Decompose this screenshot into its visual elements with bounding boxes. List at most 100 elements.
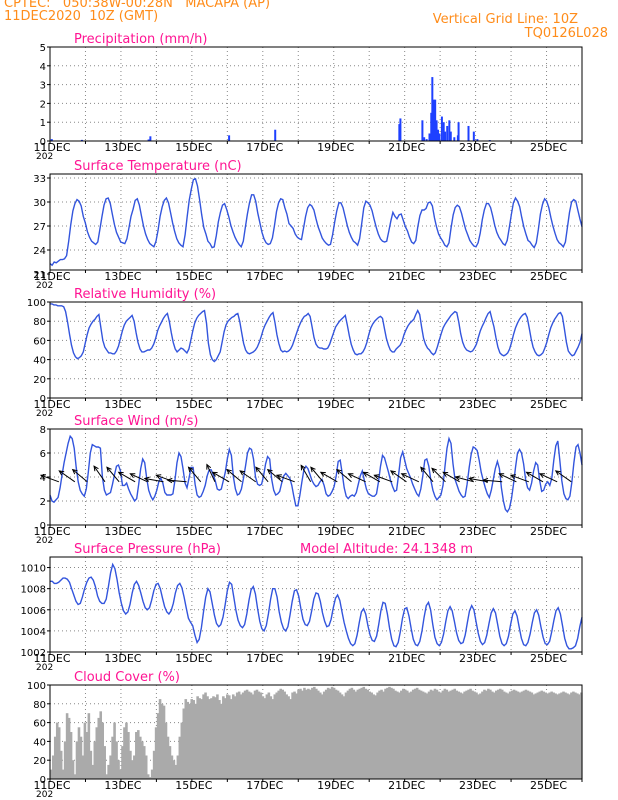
precip-xtick-label: 15DEC [175,141,212,154]
wind-xtick-label: 15DEC [175,525,212,538]
precip-xtick-label: 13DEC [104,141,141,154]
precip-bar [442,122,445,141]
cloud-column [91,764,95,779]
cloud-column [287,696,290,779]
cloud-column [267,692,271,779]
precip-title: Precipitation (mm/h) [74,32,207,47]
cloud-column [520,691,524,779]
precip-year-label: 202 [36,152,53,162]
pressure-xtick-label: 21DEC [388,652,425,665]
cloud-column [423,692,427,779]
precip-bar [428,133,431,141]
cloud-column [222,696,225,779]
cloud-column [166,736,170,779]
cloud-column [496,689,500,779]
cloud-column [237,691,241,779]
wind-arrow-head [389,470,396,476]
pressure-title: Surface Pressure (hPa) [74,542,221,557]
wind-xtick-label: 13DEC [104,525,141,538]
pressure-series-line [50,562,583,650]
cloud-column [140,741,144,779]
cloud-column [352,689,356,779]
cloud-column [239,694,243,779]
cloud-column [358,688,362,779]
cloud-column [532,694,536,779]
wind-arrow [336,469,352,483]
cloud-column [439,692,443,779]
humidity-ytick-label: 100 [27,298,46,309]
precip-xtick-label: 17DEC [246,141,283,154]
wind-arrow-head [206,463,212,470]
cloud-column [506,693,510,779]
cloud-column [297,689,300,779]
cloud-column [83,722,87,779]
humidity-ytick-label: 20 [33,375,46,386]
precip-bar [449,131,452,141]
cloud-column [538,691,542,779]
cloud-column [514,690,518,779]
pressure-ytick-label: 1008 [21,585,46,596]
cloud-column [394,690,397,779]
wind-arrow [431,468,446,483]
wind-arrow-head [39,474,47,480]
cloud-column [494,690,498,779]
cloud-column [87,713,91,779]
cloud-column [510,690,514,779]
temperature-xtick-label: 11DEC [33,270,70,283]
wind-arrow-head [266,468,273,475]
cloud-column [285,694,288,779]
cloud-column [402,688,405,779]
wind-arrow [144,478,164,483]
humidity-year-label: 202 [36,409,53,419]
cloud-column [313,686,316,779]
cloud-column [316,690,320,779]
cloud-column [281,689,284,779]
pressure-xtick-label: 25DEC [530,652,567,665]
cloud-column [224,698,227,779]
wind-arrow-head [71,468,78,475]
temperature-ytick-label: 30 [33,198,46,209]
cloud-column [370,692,373,779]
cloud-column [330,686,334,779]
cloud-column [99,711,103,779]
cloud-column [324,689,328,779]
cloud-xtick-label: 21DEC [388,779,425,792]
cloud-column [73,774,77,779]
wind-arrow [348,473,366,483]
wind-arrow [498,473,517,483]
wind-arrow-head [442,471,449,477]
wind-arrow [539,473,558,483]
cloud-column [176,755,180,779]
cloud-column [407,692,411,779]
cloud-column [152,750,156,779]
wind-arrow [106,466,120,483]
pressure-xtick-label: 11DEC [33,652,70,665]
precip-ytick-label: 0 [40,137,46,148]
cloud-column [388,686,391,779]
precip-panel: 0 1 2 3 4 5 11DEC 13DEC 15DEC 17DEC 19DEC 21DEC 23DE… [33,32,583,162]
cloud-column [342,696,346,779]
cloud-column [121,746,124,779]
precip-bar [421,120,424,141]
cloud-column [447,691,451,779]
cloud-column [241,692,245,779]
cloud-column [328,688,332,779]
humidity-series-line [50,303,583,363]
cloud-xtick-label: 17DEC [246,779,283,792]
cloud-column [105,774,108,779]
cloud-column [570,692,573,779]
cloud-column [113,722,116,779]
wind-arrow [320,471,338,483]
precip-bar [228,135,231,141]
wind-arrow [255,466,269,483]
cloud-column [103,746,106,779]
cloud-column [340,694,344,779]
cloud-column [348,688,352,779]
cloud-column [192,700,195,779]
cloud-column [457,691,460,779]
wind-arrow [310,466,324,483]
cloud-column [156,713,160,779]
cloud-column [504,692,508,779]
wind-arrow [72,469,88,483]
